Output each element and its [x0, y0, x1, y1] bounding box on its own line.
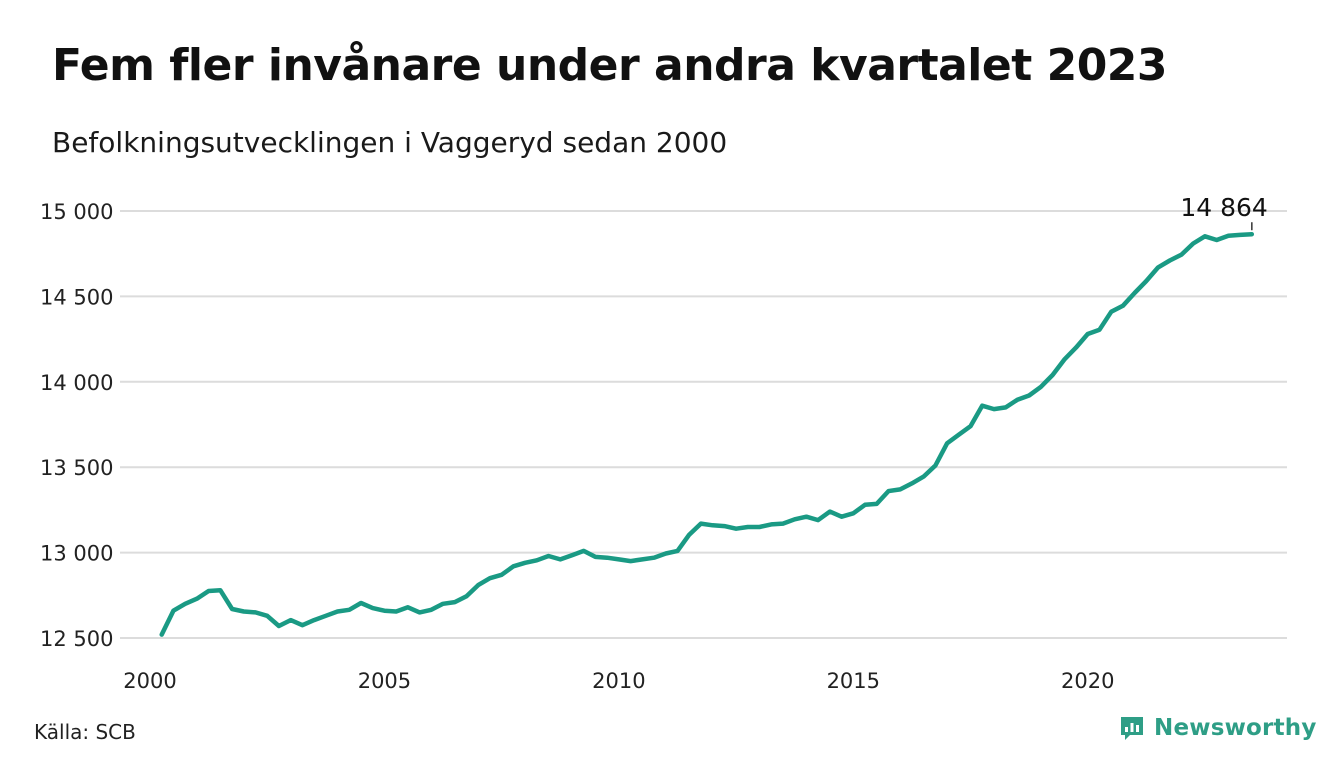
annotation-label: 14 864 [1180, 193, 1267, 222]
x-tick-label: 2000 [123, 669, 176, 693]
newsworthy-logo-icon [1121, 717, 1143, 740]
brand-name: Newsworthy [1154, 715, 1317, 741]
chart-title: Fem fler invånare under andra kvartalet … [52, 40, 1168, 91]
line-chart: 12 500 13 000 13 500 14 000 14 500 15 000 200… [40, 193, 1287, 693]
y-axis-ticks: 12 500 13 000 13 500 14 000 14 500 15 000 [40, 200, 113, 651]
x-tick-label: 2005 [358, 669, 411, 693]
y-tick-label: 14 000 [40, 371, 113, 395]
annotation: 14 864 [1180, 193, 1268, 231]
series-lines [159, 231, 1255, 637]
y-tick-label: 14 500 [40, 285, 113, 309]
x-tick-label: 2010 [592, 669, 645, 693]
brand-logo: Newsworthy [1118, 714, 1317, 742]
x-tick-label: 2020 [1061, 669, 1114, 693]
x-axis-ticks: 2000 2005 2010 2015 2020 [123, 669, 1114, 693]
x-tick-label: 2015 [827, 669, 880, 693]
chart-subtitle: Befolkningsutvecklingen i Vaggeryd sedan… [52, 126, 728, 159]
y-tick-label: 15 000 [40, 200, 113, 224]
y-tick-label: 12 500 [40, 627, 113, 651]
y-tick-label: 13 500 [40, 456, 113, 480]
gridlines [120, 210, 1287, 639]
source-note: Källa: SCB [34, 720, 136, 744]
y-tick-label: 13 000 [40, 542, 113, 566]
series-line [159, 231, 1255, 637]
